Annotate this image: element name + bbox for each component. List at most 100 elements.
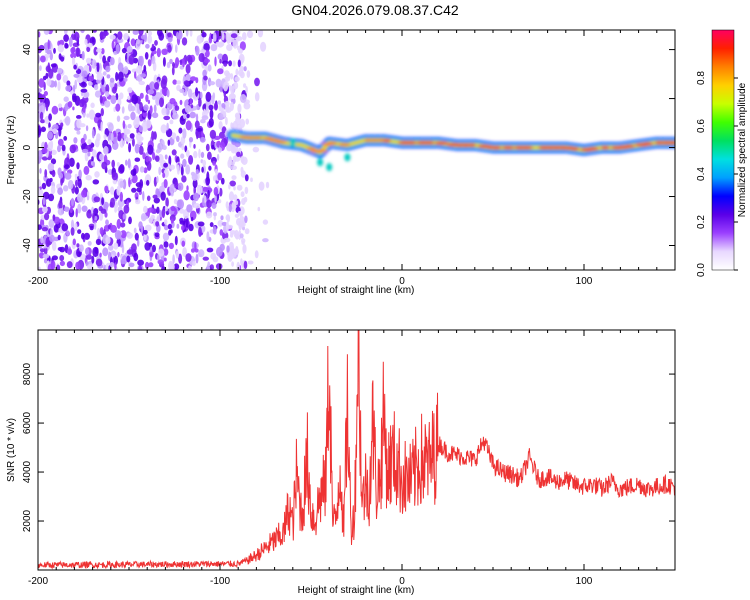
noise-speck — [65, 85, 72, 92]
noise-speck — [155, 149, 161, 154]
noise-region — [38, 30, 270, 270]
spectrogram-frame — [37, 29, 676, 271]
noise-speck — [38, 224, 42, 230]
ridge-hotspot — [250, 136, 263, 140]
noise-speck — [73, 64, 77, 70]
noise-speck — [44, 169, 48, 178]
noise-speck — [40, 126, 47, 133]
noise-speck — [117, 71, 124, 82]
noise-speck — [101, 197, 105, 206]
noise-speck — [245, 86, 248, 94]
x-tick-label: 100 — [576, 276, 593, 287]
noise-speck — [128, 142, 132, 153]
noise-speck — [78, 169, 82, 180]
noise-speck — [147, 99, 151, 104]
noise-speck — [46, 78, 52, 87]
noise-speck — [167, 37, 173, 43]
noise-speck — [51, 170, 56, 178]
noise-speck — [92, 161, 96, 168]
noise-speck — [156, 206, 160, 214]
noise-speck — [202, 159, 207, 167]
noise-speck — [201, 115, 209, 121]
noise-speck — [91, 59, 97, 69]
noise-speck — [216, 153, 220, 161]
ridge-blob — [344, 153, 351, 162]
noise-speck — [176, 84, 181, 92]
noise-speck — [244, 186, 249, 195]
noise-speck — [80, 81, 87, 88]
noise-speck — [207, 189, 210, 199]
noise-speck — [90, 102, 95, 109]
noise-speck — [231, 175, 237, 181]
noise-speck — [217, 53, 224, 60]
noise-speck — [53, 224, 59, 233]
noise-speck — [102, 31, 109, 37]
noise-speck — [53, 47, 56, 54]
noise-speck — [134, 157, 141, 162]
noise-speck — [181, 144, 185, 151]
ridge-hotspot — [519, 146, 534, 150]
noise-speck — [223, 237, 231, 243]
noise-speck — [76, 243, 80, 248]
noise-speck — [183, 80, 190, 86]
noise-speck — [123, 77, 128, 82]
snr-series — [38, 330, 675, 570]
noise-speck — [201, 130, 204, 138]
noise-speck — [178, 253, 183, 264]
noise-speck — [157, 30, 163, 37]
noise-speck — [183, 190, 190, 201]
noise-speck — [236, 261, 240, 270]
noise-speck — [206, 199, 212, 209]
noise-speck — [230, 122, 234, 129]
noise-speck — [147, 59, 152, 67]
ridge-hotspot — [424, 141, 435, 145]
noise-speck — [242, 32, 247, 41]
noise-speck — [153, 74, 158, 84]
noise-speck — [200, 151, 205, 158]
x-tick-label: -200 — [28, 276, 48, 287]
noise-speck — [52, 128, 57, 135]
noise-speck — [212, 226, 217, 235]
noise-speck — [195, 45, 200, 56]
noise-speck — [134, 143, 140, 154]
noise-speck — [154, 82, 160, 90]
x-tick-label: 0 — [399, 276, 405, 287]
noise-speck — [99, 252, 102, 258]
noise-speck — [209, 109, 214, 119]
noise-speck — [185, 253, 192, 262]
noise-speck — [115, 103, 121, 112]
noise-speck — [176, 164, 180, 175]
noise-speck — [38, 78, 45, 88]
noise-speck — [109, 57, 115, 66]
noise-speck — [158, 248, 165, 257]
noise-speck — [42, 75, 47, 81]
noise-speck — [233, 81, 239, 90]
y-tick-label: 0 — [22, 144, 33, 150]
noise-speck — [53, 216, 61, 225]
noise-speck — [238, 69, 244, 77]
noise-speck — [209, 81, 216, 86]
noise-speck — [161, 48, 168, 55]
noise-speck — [165, 128, 173, 138]
noise-speck — [246, 30, 254, 39]
noise-speck — [203, 43, 210, 52]
noise-speck — [50, 149, 57, 155]
noise-speck — [134, 232, 139, 241]
noise-speck — [164, 154, 168, 160]
noise-speck — [226, 39, 231, 44]
noise-speck — [57, 208, 64, 216]
noise-speck — [94, 222, 97, 230]
noise-speck — [143, 64, 147, 73]
noise-speck — [208, 117, 214, 128]
noise-speck — [217, 68, 224, 75]
noise-speck — [62, 185, 69, 192]
ridge-hotspot — [570, 147, 580, 151]
noise-speck — [128, 216, 132, 225]
noise-speck — [105, 236, 111, 245]
noise-speck — [244, 215, 248, 224]
noise-speck — [189, 111, 196, 119]
noise-speck — [254, 77, 260, 87]
y-tick-label: 20 — [22, 93, 33, 105]
noise-speck — [50, 158, 57, 165]
noise-speck — [48, 193, 55, 202]
